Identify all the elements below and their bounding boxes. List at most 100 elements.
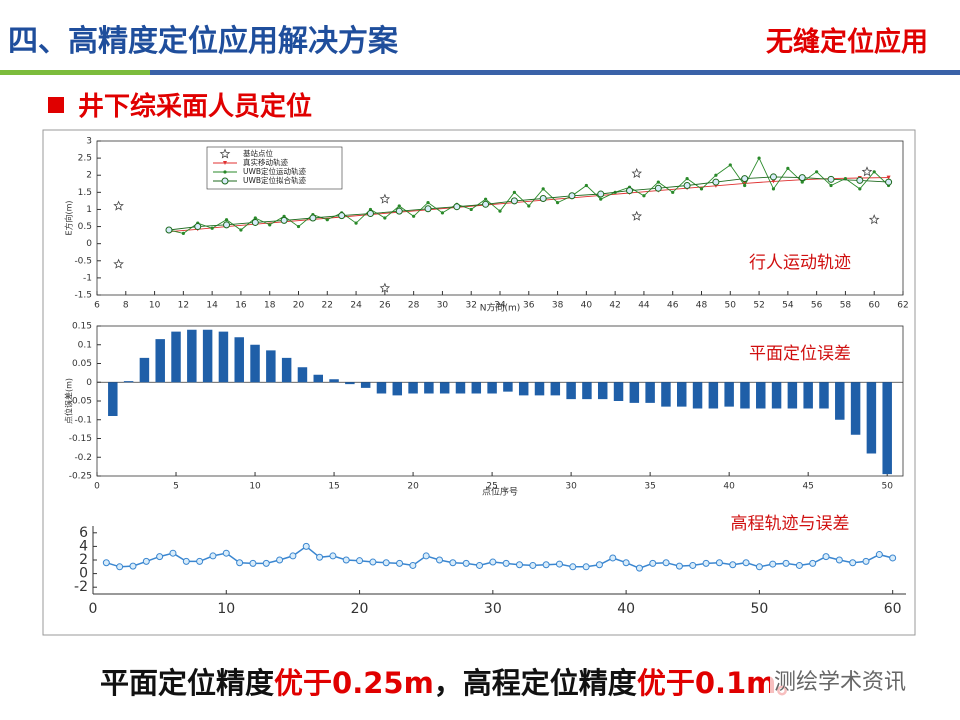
slide-title: 四、高精度定位应用解决方案 <box>8 24 398 59</box>
point <box>856 176 864 184</box>
point <box>685 177 689 181</box>
x-tick-label: 0 <box>94 482 100 492</box>
point <box>886 175 891 180</box>
point <box>253 216 257 220</box>
legend-label: UWB定位运动轨迹 <box>243 166 307 176</box>
y-tick-label: 1.5 <box>78 188 92 198</box>
point <box>236 559 244 567</box>
y-tick-label: 0 <box>86 239 92 249</box>
watermark: 测绘学术资讯 <box>770 664 911 696</box>
point <box>510 197 518 205</box>
point <box>800 180 804 184</box>
point <box>689 561 697 569</box>
footer-text: 优于0.25m <box>274 666 434 700</box>
y-tick-label: 0.1 <box>78 340 92 350</box>
bar <box>629 382 640 403</box>
point <box>555 201 560 205</box>
point <box>569 563 577 571</box>
point <box>249 559 257 567</box>
y-tick-label: 4 <box>79 538 88 554</box>
point <box>809 559 817 567</box>
point <box>885 178 893 186</box>
conclusion: 平面定位精度优于0.25m，高程定位精度优于0.1m。 <box>100 660 805 702</box>
bar <box>360 382 371 388</box>
x-tick-label: 38 <box>552 301 564 311</box>
point <box>699 187 704 191</box>
point <box>181 231 185 235</box>
x-tick-label: 32 <box>465 301 476 311</box>
x-tick-label: 60 <box>868 301 880 311</box>
point <box>309 214 317 222</box>
point <box>649 559 657 567</box>
point <box>379 282 391 293</box>
point <box>280 216 288 224</box>
annotation: 高程轨迹与误差 <box>731 514 850 534</box>
series-line <box>168 177 889 233</box>
bar <box>487 382 497 394</box>
bar <box>597 382 608 400</box>
y-tick-label: 0 <box>79 566 88 582</box>
point <box>742 559 750 567</box>
point <box>771 179 776 184</box>
y-tick-label: -2 <box>74 579 88 595</box>
point <box>582 563 590 571</box>
x-tick-label: 28 <box>408 301 420 311</box>
point <box>798 174 806 182</box>
x-tick-label: 52 <box>753 301 764 311</box>
point <box>224 218 229 222</box>
point <box>409 561 417 569</box>
point <box>671 190 675 194</box>
bar <box>345 382 355 385</box>
point <box>209 552 217 560</box>
bar <box>108 382 118 416</box>
point <box>529 561 537 569</box>
x-tick-label: 54 <box>782 301 794 311</box>
point <box>369 558 377 566</box>
y-tick-label: -0.15 <box>69 434 92 444</box>
x-tick-label: 50 <box>881 482 893 492</box>
slide-tag: 无缝定位应用 <box>766 27 928 58</box>
point <box>113 258 124 269</box>
point <box>539 194 547 202</box>
point <box>251 218 259 226</box>
legend-label: UWB定位拟合轨迹 <box>243 175 307 185</box>
y-tick-label: 6 <box>79 525 88 541</box>
point <box>354 221 358 225</box>
series-line <box>168 176 889 231</box>
point <box>268 223 272 227</box>
point <box>741 175 749 183</box>
point <box>276 556 284 564</box>
header-rule <box>0 70 150 75</box>
bar <box>661 382 671 407</box>
y-tick-label: 2.5 <box>78 154 92 164</box>
point <box>872 170 876 174</box>
x-tick-label: 15 <box>328 482 339 492</box>
point <box>782 559 790 567</box>
bar <box>139 357 150 383</box>
point <box>769 173 777 181</box>
x-tick-label: 5 <box>173 482 179 492</box>
point <box>771 187 776 191</box>
point <box>498 209 502 213</box>
x-tick-label: 40 <box>723 482 735 492</box>
point <box>329 552 337 560</box>
x-tick-label: 62 <box>897 301 908 311</box>
point <box>223 221 231 229</box>
point <box>584 183 588 188</box>
point <box>426 201 430 205</box>
point <box>889 554 897 562</box>
bar <box>202 329 213 383</box>
y-tick-label: -0.2 <box>74 453 92 463</box>
x-tick-label: 40 <box>617 601 635 617</box>
bar <box>503 382 513 392</box>
header-rule <box>150 70 960 75</box>
point <box>383 216 387 220</box>
point <box>555 560 563 568</box>
point <box>379 193 391 204</box>
point <box>542 561 550 569</box>
y-tick-label: 3 <box>86 137 92 147</box>
point <box>656 180 660 184</box>
bar <box>329 379 339 383</box>
point <box>489 558 497 566</box>
